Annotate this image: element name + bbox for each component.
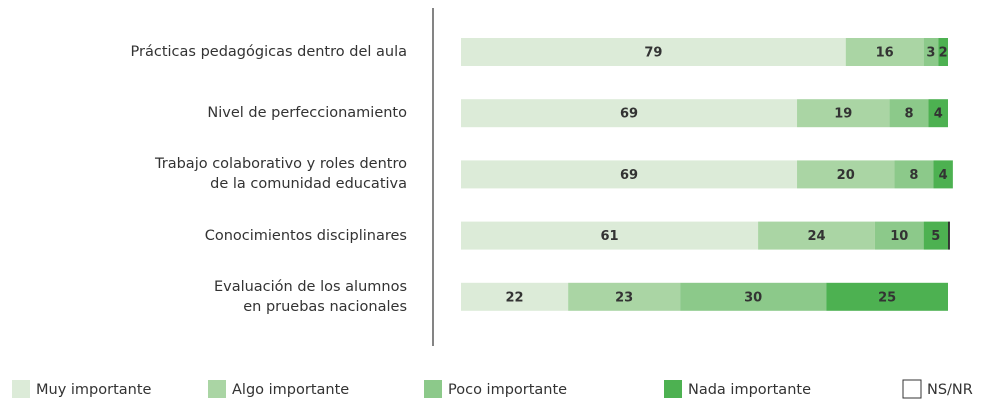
bar-segment [874, 221, 924, 250]
value-label: 20 [837, 168, 855, 183]
legend-label: Nada importante [688, 382, 811, 398]
legend-swatch [208, 380, 226, 398]
value-label: 3 [926, 46, 935, 61]
bar-segment [461, 282, 569, 311]
bar-segment [568, 282, 681, 311]
legend-label: Algo importante [232, 382, 349, 398]
value-label: 23 [615, 290, 633, 305]
category-label: Prácticas pedagógicas dentro del aula [130, 44, 407, 60]
bar-segment [826, 282, 948, 311]
value-label: 30 [744, 290, 762, 305]
bar-segment [461, 99, 798, 128]
legend-swatch [902, 379, 922, 399]
value-label: 24 [807, 229, 825, 244]
bar-segment [933, 160, 953, 189]
value-label: 19 [834, 107, 852, 122]
value-label: 4 [939, 168, 948, 183]
value-label: 8 [905, 107, 914, 122]
legend-swatch [664, 380, 682, 398]
bar-segment [461, 221, 759, 250]
bar-segment [948, 221, 950, 250]
value-label: 2 [939, 46, 948, 61]
category-label: Evaluación de los alumnos en pruebas nac… [213, 278, 407, 315]
bar-segment [923, 38, 939, 66]
bar-segment [680, 282, 827, 311]
value-label: 8 [909, 168, 918, 183]
legend-swatch [424, 380, 442, 398]
legend-label: Poco importante [448, 382, 567, 398]
legend-swatch [12, 380, 30, 398]
bar-segment [923, 221, 948, 250]
bar-segment [928, 99, 948, 128]
bar-segment [938, 38, 948, 66]
value-label: 79 [644, 46, 662, 61]
bar-segment [461, 160, 798, 189]
bar-segment [889, 99, 929, 128]
bar-segment [461, 38, 846, 66]
category-label: Trabajo colaborativo y roles dentro de l… [155, 156, 407, 193]
value-label: 69 [620, 168, 638, 183]
legend-label: Muy importante [36, 382, 152, 398]
bar-segment [758, 221, 875, 250]
value-label: 10 [890, 229, 908, 244]
value-label: 22 [506, 290, 524, 305]
bar-segment [894, 160, 934, 189]
value-label: 5 [931, 229, 940, 244]
bar-segment [797, 99, 890, 128]
category-label: Conocimientos disciplinares [204, 227, 407, 244]
value-label: 69 [620, 107, 638, 122]
bar-segment [845, 38, 924, 66]
bar-segment [797, 160, 895, 189]
value-label: 25 [878, 290, 896, 305]
category-label: Nivel de perfeccionamiento [207, 105, 407, 122]
value-label: 4 [934, 107, 943, 122]
value-label: 61 [600, 229, 618, 244]
legend-label: NS/NR [927, 382, 973, 398]
value-label: 16 [876, 46, 894, 61]
